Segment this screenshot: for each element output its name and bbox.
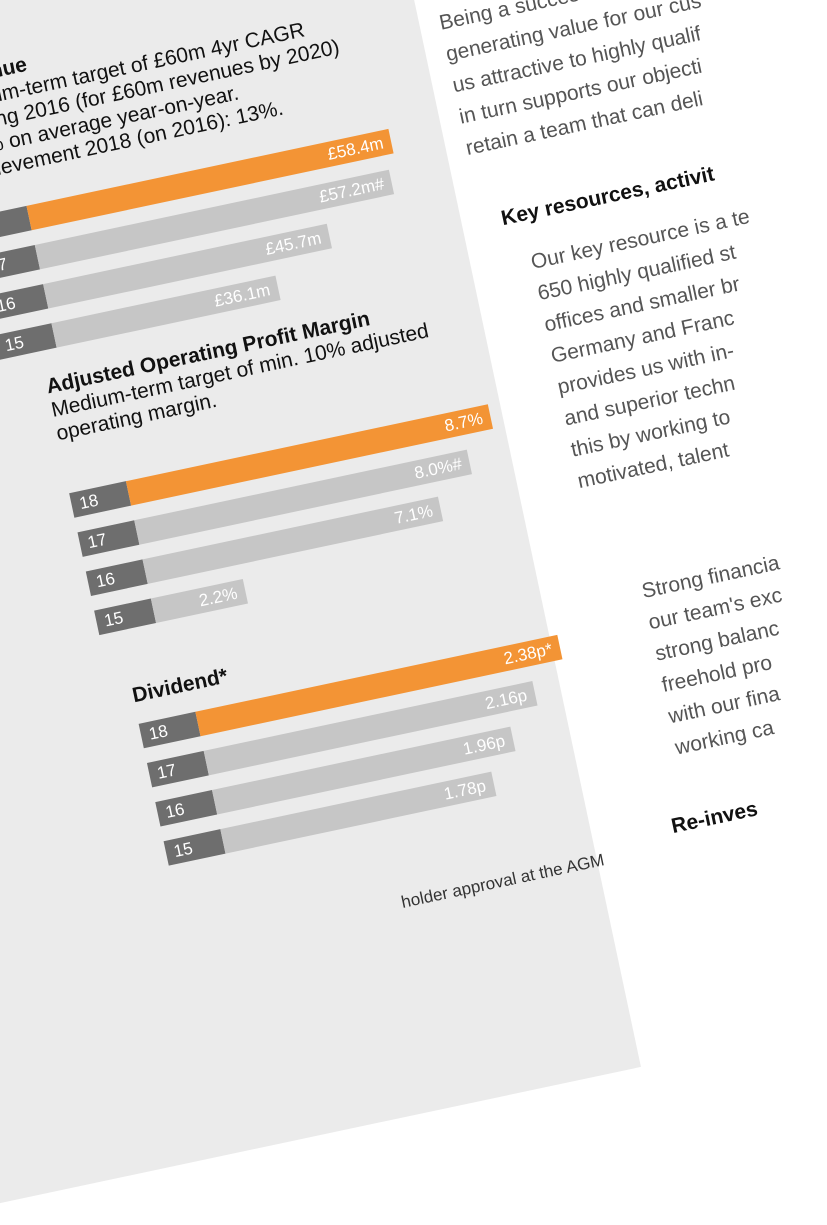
- annual-report-page: Revenue Medium-term target of £60m 4yr C…: [0, 0, 784, 1225]
- section-heading-reinvest: Re-inves: [669, 797, 760, 839]
